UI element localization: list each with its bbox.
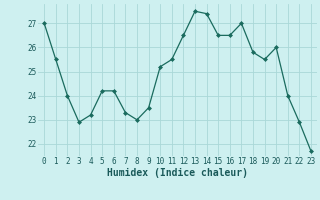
X-axis label: Humidex (Indice chaleur): Humidex (Indice chaleur) <box>107 168 248 178</box>
